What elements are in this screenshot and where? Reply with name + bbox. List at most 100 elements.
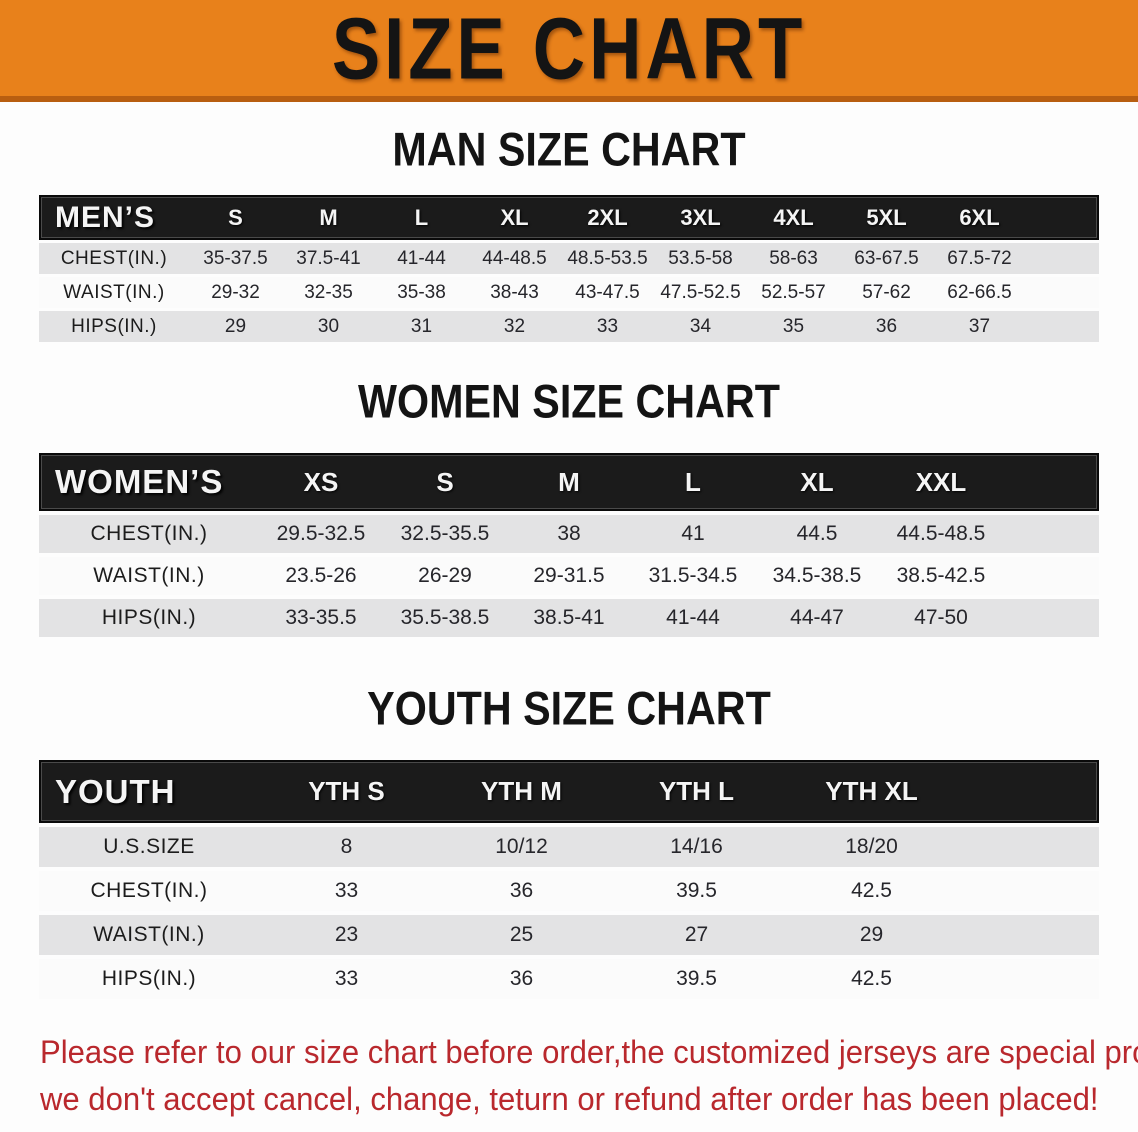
size-value-cell: 36 <box>509 967 534 990</box>
size-column-header: YTH XL <box>825 776 918 806</box>
size-value-cell: 39.5 <box>676 879 717 902</box>
table-header-row: YOUTH YTH S YTH M YTH L YTH XL <box>39 760 1099 823</box>
size-value-cell: 27 <box>684 923 709 946</box>
table-row: WAIST(IN.) 23 25 27 29 <box>39 915 1099 955</box>
size-value-cell: 26-29 <box>418 564 472 587</box>
size-value-cell: 8 <box>340 835 353 858</box>
size-value-cell: 41-44 <box>397 247 446 269</box>
size-column-header: YTH L <box>658 776 735 806</box>
notice-line-2: we don't accept cancel, change, teturn o… <box>40 1081 1099 1117</box>
table-row: CHEST(IN.) 35-37.5 37.5-41 41-44 44-48.5 48.5… <box>39 243 1099 274</box>
sections-container: MAN SIZE CHART MEN’S S M L XL 2XL 3XL 4XL 5XL 6XL C… <box>0 123 1138 999</box>
table-row: HIPS(IN.) 29 30 31 32 33 34 35 36 37 <box>39 311 1099 342</box>
size-value-cell: 35 <box>782 315 805 337</box>
size-value-cell: 44-47 <box>790 606 844 629</box>
size-value-cell: 35.5-38.5 <box>400 606 490 629</box>
size-column-header: XS <box>303 466 339 497</box>
table-body: CHEST(IN.) 29.5-32.5 32.5-35.5 38 41 44.5 44.5… <box>39 515 1099 637</box>
banner: SIZE CHART <box>0 0 1138 102</box>
size-value-cell: 30 <box>317 315 340 337</box>
size-column-header: YTH M <box>481 776 562 806</box>
section-youth-size-chart: YOUTH SIZE CHART YOUTH YTH S YTH M YTH L YTH … <box>0 682 1138 999</box>
size-value-cell: 57-62 <box>862 281 911 303</box>
size-value-cell: 29-32 <box>211 281 260 303</box>
table-row: CHEST(IN.) 29.5-32.5 32.5-35.5 38 41 44.5 44.5… <box>39 515 1099 553</box>
size-value-cell: 53.5-58 <box>668 247 733 269</box>
size-value-cell: 25 <box>509 923 534 946</box>
size-value-cell: 38.5-41 <box>533 606 605 629</box>
size-value-cell: 38 <box>557 522 581 545</box>
size-value-cell: 34 <box>689 315 712 337</box>
size-value-cell: 31.5-34.5 <box>648 564 738 587</box>
size-table-women: WOMEN’S XS S M L XL XXL CHEST(IN.) 29.5-32.5 32.5… <box>39 453 1099 637</box>
table-header-row: WOMEN’S XS S M L XL XXL <box>39 453 1099 511</box>
size-value-cell: 44.5-48.5 <box>896 522 986 545</box>
size-value-cell: 39.5 <box>676 967 717 990</box>
size-value-cell: 10/12 <box>495 835 548 858</box>
size-column-header: 6XL <box>959 204 1000 230</box>
size-value-cell: 36 <box>509 879 534 902</box>
table-row: WAIST(IN.) 29-32 32-35 35-38 38-43 43-47.5 47.… <box>39 277 1099 308</box>
size-value-cell: 29-31.5 <box>533 564 605 587</box>
table-category-label: WOMEN’S <box>55 463 224 500</box>
size-value-cell: 47.5-52.5 <box>660 281 741 303</box>
size-value-cell: 41 <box>681 522 705 545</box>
size-column-header: S <box>436 466 454 497</box>
size-value-cell: 35-38 <box>397 281 446 303</box>
footer-notice: Please refer to our size chart before or… <box>40 1029 1138 1123</box>
size-value-cell: 62-66.5 <box>947 281 1012 303</box>
size-column-header: XL <box>800 466 834 497</box>
table-row: HIPS(IN.) 33 36 39.5 42.5 <box>39 959 1099 999</box>
size-value-cell: 52.5-57 <box>761 281 826 303</box>
size-value-cell: 42.5 <box>851 879 892 902</box>
notice-line-1: Please refer to our size chart before or… <box>40 1034 1138 1070</box>
size-value-cell: 33 <box>334 879 359 902</box>
table-category-label: MEN’S <box>55 200 156 234</box>
size-column-header: M <box>558 466 580 497</box>
size-value-cell: 31 <box>410 315 433 337</box>
size-table-youth: YOUTH YTH S YTH M YTH L YTH XL U.S.SIZE 8 10/12… <box>39 760 1099 999</box>
size-value-cell: 58-63 <box>769 247 818 269</box>
size-column-header: 3XL <box>680 204 721 230</box>
size-column-header: YTH S <box>308 776 385 806</box>
size-value-cell: 33-35.5 <box>285 606 357 629</box>
section-heading: WOMEN SIZE CHART <box>358 375 780 429</box>
section-heading: YOUTH SIZE CHART <box>367 682 771 736</box>
size-value-cell: 29.5-32.5 <box>276 522 366 545</box>
section-men-size-chart: MAN SIZE CHART MEN’S S M L XL 2XL 3XL 4XL 5XL 6XL C… <box>0 123 1138 342</box>
row-label: WAIST(IN.) <box>93 923 205 946</box>
size-value-cell: 63-67.5 <box>854 247 919 269</box>
size-value-cell: 23 <box>334 923 359 946</box>
section-women-size-chart: WOMEN SIZE CHART WOMEN’S XS S M L XL XXL CHEST(I… <box>0 375 1138 637</box>
table-header-row: MEN’S S M L XL 2XL 3XL 4XL 5XL 6XL <box>39 195 1099 240</box>
size-value-cell: 32-35 <box>304 281 353 303</box>
row-label: HIPS(IN.) <box>71 315 157 337</box>
size-value-cell: 29 <box>859 923 884 946</box>
size-column-header: 5XL <box>866 204 907 230</box>
size-value-cell: 42.5 <box>851 967 892 990</box>
table-category-label: YOUTH <box>55 772 176 810</box>
table-row: HIPS(IN.) 33-35.5 35.5-38.5 38.5-41 41-44 44-… <box>39 599 1099 637</box>
size-value-cell: 38-43 <box>490 281 539 303</box>
size-table-men: MEN’S S M L XL 2XL 3XL 4XL 5XL 6XL CHEST(IN.) 35-37… <box>39 195 1099 342</box>
size-value-cell: 32 <box>503 315 526 337</box>
row-label: HIPS(IN.) <box>101 606 197 629</box>
size-column-header: L <box>414 204 429 230</box>
size-value-cell: 67.5-72 <box>947 247 1012 269</box>
page-title: SIZE CHART <box>331 0 807 97</box>
row-label: WAIST(IN.) <box>93 564 205 587</box>
size-value-cell: 36 <box>875 315 898 337</box>
row-label: HIPS(IN.) <box>101 967 197 990</box>
size-value-cell: 34.5-38.5 <box>772 564 862 587</box>
row-label: U.S.SIZE <box>103 835 195 858</box>
size-column-header: 4XL <box>773 204 814 230</box>
size-value-cell: 14/16 <box>670 835 723 858</box>
size-value-cell: 33 <box>596 315 619 337</box>
size-value-cell: 38.5-42.5 <box>896 564 986 587</box>
size-column-header: M <box>319 204 338 230</box>
section-heading: MAN SIZE CHART <box>392 123 746 177</box>
size-value-cell: 48.5-53.5 <box>567 247 648 269</box>
row-label: WAIST(IN.) <box>63 281 165 303</box>
size-value-cell: 47-50 <box>914 606 968 629</box>
